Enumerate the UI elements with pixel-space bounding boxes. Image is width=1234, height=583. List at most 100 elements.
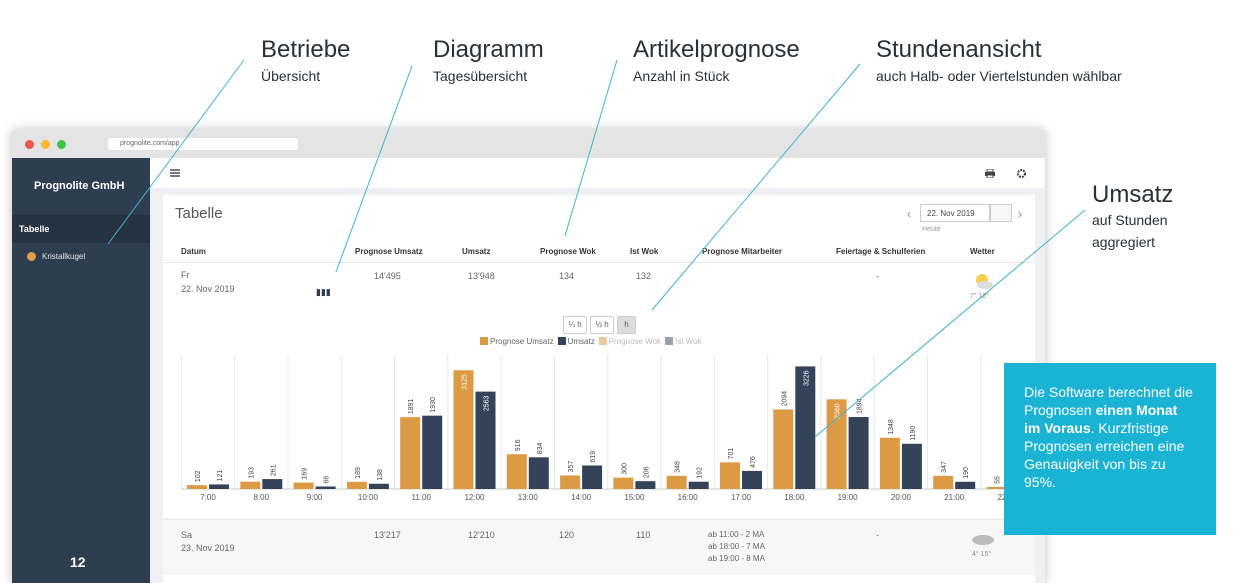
- callout-text: . Kurzfristige Prognosen erreichen eine …: [1024, 420, 1185, 490]
- value-label: 1891: [408, 398, 415, 414]
- value-label: 66: [324, 476, 331, 484]
- x-tick-label: 14:00: [571, 493, 592, 502]
- prev-day[interactable]: ‹: [907, 207, 911, 221]
- weather-icon: [972, 535, 994, 545]
- cell: 132: [636, 271, 652, 281]
- bar: [986, 486, 1007, 489]
- hourly-chart: 7:00 8:00 9:00 10:00 11:00 12:00 13:00 14:00 15:…: [180, 355, 1035, 502]
- cell: 110: [636, 530, 651, 540]
- annotation-subtitle: aggregiert: [1092, 234, 1156, 250]
- sidebar: Prognolite GmbH Tabelle Kristallkugel 12: [12, 158, 150, 583]
- interval-toggle[interactable]: ¼ h: [563, 316, 587, 334]
- value-label: 1348: [888, 419, 895, 435]
- bar: [209, 484, 229, 489]
- bar: [933, 475, 954, 489]
- table-row: [163, 520, 1035, 575]
- bar: [240, 481, 261, 489]
- maximize-button[interactable]: [57, 140, 66, 149]
- x-tick-label: 7:00: [200, 493, 216, 502]
- interval-toggle[interactable]: h: [617, 316, 636, 334]
- bar: [773, 409, 794, 489]
- x-tick-label: 16:00: [678, 493, 699, 502]
- row-day: Fr: [181, 270, 190, 280]
- row-divider: [163, 519, 1035, 520]
- column-header: Prognose Mitarbeiter: [702, 247, 783, 256]
- x-tick-label: 18:00: [784, 493, 805, 502]
- x-tick-label: 12:00: [464, 493, 485, 502]
- x-tick-label: 8:00: [254, 493, 270, 502]
- value-label: 121: [217, 470, 224, 482]
- x-tick-label: 11:00: [411, 493, 431, 502]
- x-tick-label: 10:00: [358, 493, 379, 502]
- cell: ab 18:00 - 7 MA: [708, 542, 765, 551]
- next-day[interactable]: ›: [1018, 207, 1022, 221]
- legend-label[interactable]: Ist Wok: [675, 337, 702, 346]
- column-header: Feiertage & Schulferien: [836, 247, 926, 256]
- legend-swatch: [665, 337, 674, 345]
- cell: ab 19:00 - 8 MA: [708, 554, 765, 563]
- bar: [720, 462, 740, 489]
- menu-icon[interactable]: [170, 169, 180, 177]
- legend-swatch: [557, 337, 566, 345]
- legend-label[interactable]: Umsatz: [567, 337, 595, 346]
- annotation-subtitle: Tagesübersicht: [433, 68, 528, 84]
- cell: 13'948: [468, 271, 495, 281]
- bar: [635, 481, 656, 489]
- bar: [901, 443, 922, 489]
- column-header: Ist Wok: [630, 247, 659, 256]
- topbar: [150, 158, 1045, 188]
- bar: [955, 481, 976, 489]
- status-dot: [27, 252, 36, 261]
- bar: [187, 485, 207, 489]
- annotation-title: Diagramm: [433, 36, 544, 63]
- value-label: 206: [643, 466, 650, 478]
- sidebar-item[interactable]: Kristallkugel: [42, 252, 86, 261]
- x-tick-label: 9:00: [307, 493, 323, 502]
- bar: [475, 391, 496, 489]
- interval-toggle[interactable]: ½ h: [590, 316, 614, 334]
- value-label: 1894: [857, 398, 864, 414]
- x-tick-label: 13:00: [518, 493, 539, 502]
- bar: [879, 437, 900, 489]
- bar: [453, 370, 474, 489]
- value-label: 300: [621, 463, 628, 475]
- cell: ab 11:00 - 2 MA: [708, 530, 765, 539]
- annotation-title: Umsatz: [1092, 181, 1174, 208]
- value-label: 193: [248, 467, 255, 479]
- address-bar[interactable]: prognolite.com/app: [108, 138, 298, 150]
- legend-swatch: [480, 337, 488, 345]
- bar: [400, 417, 421, 489]
- cell: 134: [559, 271, 575, 281]
- value-label: 192: [697, 467, 704, 479]
- sidebar-section-label: Tabelle: [19, 224, 50, 234]
- bar: [346, 481, 367, 489]
- value-label: 348: [675, 461, 682, 473]
- bar: [688, 481, 709, 489]
- bar: [795, 366, 816, 489]
- close-button[interactable]: [25, 140, 34, 149]
- value-label: 261: [270, 464, 277, 476]
- date-hint: Heute: [922, 226, 941, 233]
- minimize-button[interactable]: [41, 140, 50, 149]
- cell: 12'210: [468, 530, 495, 540]
- annotation-subtitle: auch Halb- oder Viertelstunden wählbar: [876, 68, 1122, 84]
- settings-icon[interactable]: [1017, 169, 1026, 178]
- value-label: 2563: [484, 396, 491, 412]
- value-label: 3226: [803, 370, 810, 386]
- bar: [422, 415, 443, 489]
- legend-label[interactable]: Prognose Umsatz: [490, 337, 554, 346]
- legend-label[interactable]: Prognose Wok: [608, 337, 662, 346]
- chart-toggle-icon[interactable]: ▮▮▮: [316, 287, 331, 297]
- bar: [315, 486, 336, 489]
- bar: [666, 475, 687, 489]
- date-input[interactable]: 22. Nov 2019: [920, 204, 990, 222]
- legend: Prognose Umsatz Umsatz Prognose Wok Ist Wok: [476, 337, 702, 346]
- print-icon[interactable]: [985, 169, 995, 178]
- legend-swatch: [598, 337, 607, 345]
- cell: 14'495: [374, 271, 401, 281]
- panel-title: Tabelle: [175, 205, 223, 222]
- browser-titlebar: prognolite.com/app: [12, 130, 1045, 158]
- x-tick-label: 15:00: [624, 493, 645, 502]
- calendar-button[interactable]: [990, 204, 1012, 222]
